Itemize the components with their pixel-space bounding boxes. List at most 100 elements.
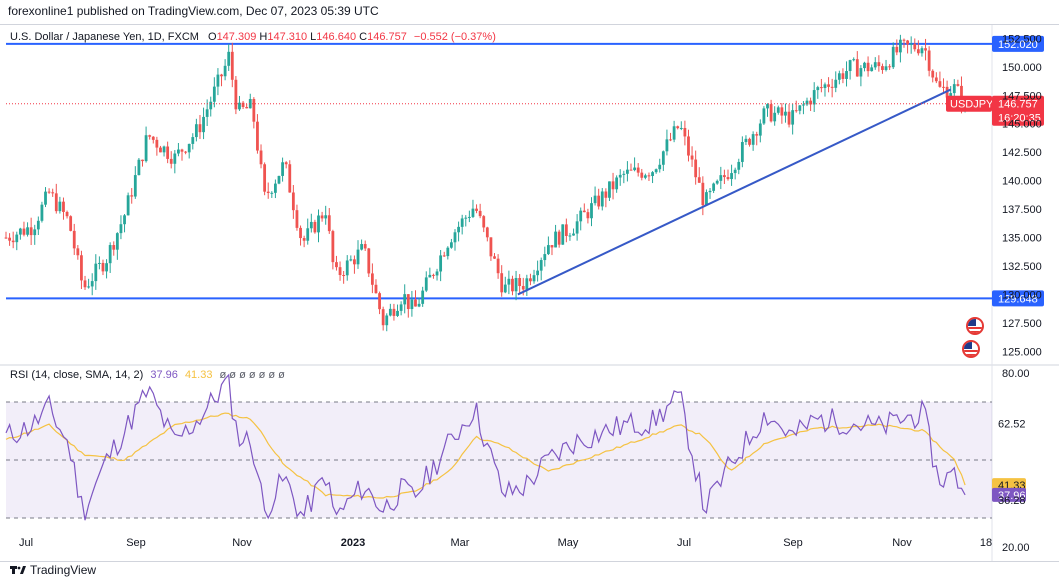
candle-body xyxy=(916,49,920,54)
legend-close: 146.757 xyxy=(367,31,407,43)
candle-body xyxy=(360,244,364,250)
candle-body xyxy=(780,107,784,116)
candle-body xyxy=(554,231,557,248)
candle-body xyxy=(47,191,51,193)
candle-body xyxy=(733,169,737,174)
candle-body xyxy=(536,270,540,276)
candle-body xyxy=(277,175,281,184)
countdown-label: 16:20:35 xyxy=(998,113,1041,125)
candle-body xyxy=(881,66,884,71)
candle-body xyxy=(809,100,813,105)
candle-body xyxy=(90,281,94,287)
candle-body xyxy=(69,216,73,231)
candle-body xyxy=(220,74,223,77)
candle-body xyxy=(403,294,407,305)
candle-body xyxy=(435,271,439,276)
candle-body xyxy=(719,175,723,181)
candle-body xyxy=(758,123,762,136)
candle-body xyxy=(424,277,428,291)
candle-body xyxy=(51,192,55,194)
candle-body xyxy=(694,159,698,178)
candle-body xyxy=(40,204,44,221)
us-flag-event-icon[interactable] xyxy=(966,317,984,335)
candle-body xyxy=(927,50,931,71)
hidden-eye-icon[interactable]: ø ø ø ø ø ø ø xyxy=(219,369,285,381)
legend-open: 147.309 xyxy=(216,31,257,43)
candle-body xyxy=(238,102,241,110)
candle-body xyxy=(636,167,640,173)
candle-body xyxy=(29,227,33,236)
candle-body xyxy=(324,215,328,219)
horizontal-levels[interactable]: 152.020 129.648 xyxy=(6,35,1044,307)
chart-canvas[interactable]: 152.020 129.648 USDJPY 146.757 16:20:35 125… xyxy=(0,25,1059,561)
candle-body xyxy=(18,228,22,235)
candle-body xyxy=(787,111,791,125)
candle-body xyxy=(633,167,636,171)
time-tick-label: May xyxy=(558,537,579,549)
candle-body xyxy=(187,143,191,153)
candle-body xyxy=(335,262,338,268)
candle-body xyxy=(496,258,500,274)
candle-body xyxy=(209,101,213,110)
candle-body xyxy=(327,215,331,232)
candle-body xyxy=(550,245,554,248)
candle-body xyxy=(223,65,227,77)
candle-body xyxy=(428,274,432,278)
symbol-tag xyxy=(946,95,992,112)
publisher-line: forexonline1 published on TradingView.co… xyxy=(8,4,379,18)
legend-high: 147.310 xyxy=(267,31,308,43)
candle-body xyxy=(245,106,249,109)
candle-body xyxy=(317,215,320,233)
last-price-tag xyxy=(992,95,1044,126)
candle-body xyxy=(194,124,198,138)
legend-open-label: O xyxy=(208,31,217,43)
candle-body xyxy=(740,142,744,162)
candle-body xyxy=(388,308,392,316)
candle-body xyxy=(546,245,550,255)
candle-body xyxy=(697,177,701,183)
candle-body xyxy=(665,139,669,152)
candle-body xyxy=(273,183,277,193)
candle-body xyxy=(586,212,590,219)
candle-body xyxy=(392,308,396,316)
candle-body xyxy=(87,286,91,288)
candle-body xyxy=(870,67,874,72)
candle-body xyxy=(744,138,748,143)
candle-body xyxy=(83,280,87,288)
time-tick-label: Mar xyxy=(451,537,470,549)
candle-body xyxy=(475,208,478,211)
candle-body xyxy=(518,278,522,287)
us-flag-event-icon-2[interactable] xyxy=(962,340,980,358)
candle-body xyxy=(712,183,716,191)
legend-low: 146.640 xyxy=(316,31,357,43)
legend-low-label: L xyxy=(310,31,317,43)
candle-body xyxy=(144,135,148,162)
symbol-tag-label: USDJPY xyxy=(950,99,994,111)
level-tag xyxy=(992,35,1044,52)
price-tick-label: 142.500 xyxy=(1002,147,1042,159)
candle-body xyxy=(345,260,349,276)
candle-body xyxy=(313,221,317,233)
candle-body xyxy=(234,79,238,110)
rsi-title: RSI (14, close, SMA, 14, 2) xyxy=(10,369,144,381)
trendline-group[interactable]: USDJPY 146.757 16:20:35 xyxy=(6,88,1044,296)
candle-body xyxy=(302,238,306,241)
candle-body xyxy=(608,181,611,198)
candle-body xyxy=(931,70,935,78)
candle-body xyxy=(848,60,852,72)
candle-body xyxy=(575,221,579,234)
price-tick-label: 137.500 xyxy=(1002,204,1042,216)
footer-brand[interactable]: TradingView xyxy=(10,563,96,577)
time-axis[interactable]: Jul Sep Nov 2023 Mar May Jul Sep Nov 18 xyxy=(19,537,992,549)
price-tick-label: 147.500 xyxy=(1002,90,1042,102)
candle-body xyxy=(184,151,187,153)
candle-body xyxy=(370,273,374,285)
candle-body xyxy=(281,162,284,176)
price-axis[interactable]: 125.000 127.500 130.000 132.500 135.000 137.5… xyxy=(992,33,1042,554)
candle-body xyxy=(198,124,202,133)
candle-body xyxy=(8,237,11,241)
candle-body xyxy=(177,149,180,154)
rsi-sma-line xyxy=(5,412,966,499)
candle-body xyxy=(913,43,917,50)
candle-body xyxy=(202,116,205,133)
